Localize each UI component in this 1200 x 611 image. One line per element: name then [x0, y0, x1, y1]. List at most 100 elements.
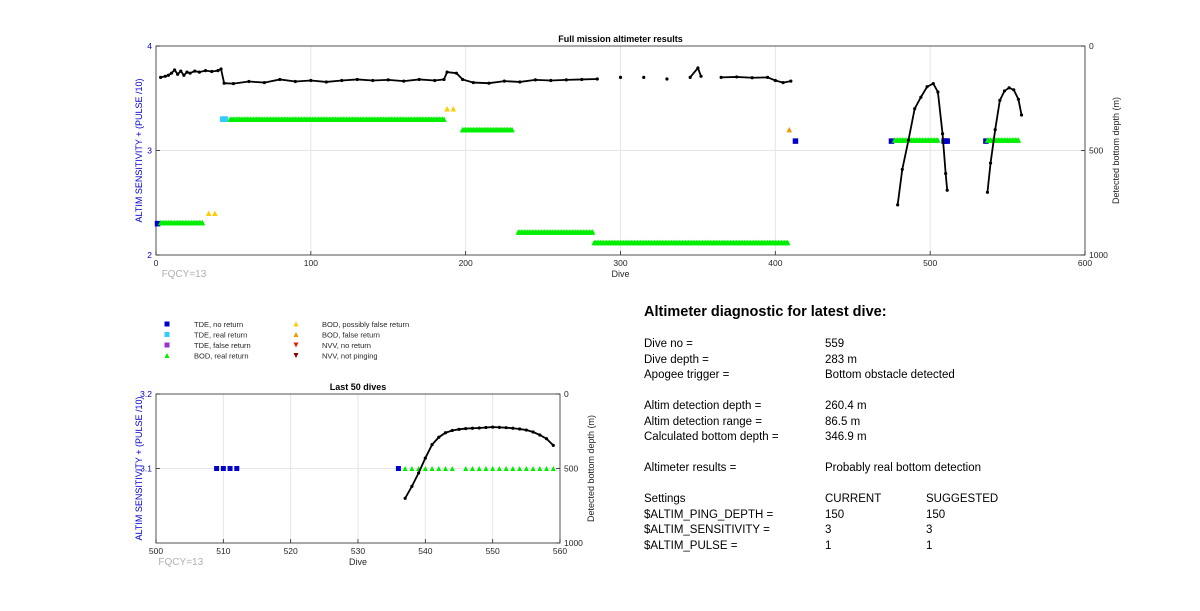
- data-point: [503, 466, 509, 471]
- depth-point: [262, 80, 266, 85]
- y-tick-label: 2: [147, 250, 152, 260]
- x-tick-label: 500: [149, 546, 163, 556]
- dive-depth-value: 283 m: [825, 353, 857, 366]
- depth-point: [219, 67, 223, 71]
- depth-point: [538, 433, 542, 437]
- setting-suggested: 3: [926, 524, 933, 536]
- depth-point: [477, 426, 481, 430]
- data-point: [409, 466, 415, 471]
- legend-label: BOD, false return: [322, 331, 380, 340]
- altim-depth-label: Altim detection depth =: [644, 400, 762, 412]
- depth-point: [460, 77, 465, 82]
- depth-point: [985, 190, 990, 194]
- depth-point: [222, 81, 226, 85]
- x-tick-label: 200: [459, 258, 473, 268]
- chart-title: Last 50 dives: [330, 382, 387, 392]
- chart-title: Full mission altimeter results: [558, 34, 683, 44]
- setting-current: 3: [825, 524, 832, 536]
- depth-point: [945, 188, 949, 192]
- data-point: [589, 229, 596, 235]
- depth-point: [193, 69, 197, 73]
- legend-marker: [164, 332, 170, 337]
- data-point: [443, 466, 449, 471]
- x-tick-label: 540: [418, 546, 432, 556]
- legend-marker: [293, 342, 299, 348]
- y2-tick-label: 0: [1089, 41, 1094, 51]
- legend-label: BOD, possibly false return: [322, 320, 409, 329]
- depth-point: [696, 66, 700, 70]
- y-axis-label: ALTIM SENSITIVITY + (PULSE /10): [134, 397, 144, 541]
- depth-point: [518, 427, 522, 431]
- depth-point: [765, 75, 770, 79]
- legend-label: NVV, no return: [322, 341, 371, 350]
- data-point: [935, 137, 941, 143]
- y-tick-label: 3.1: [140, 464, 152, 474]
- data-point: [450, 105, 457, 112]
- current-label: CURRENT: [825, 493, 882, 505]
- depth-point: [1019, 113, 1024, 117]
- y-tick-label: 4: [147, 41, 152, 51]
- legend-marker: [293, 321, 299, 327]
- depth-point: [735, 75, 739, 79]
- y-tick-label: 3.2: [140, 389, 152, 399]
- depth-point: [919, 95, 923, 99]
- depth-point: [618, 75, 623, 79]
- depth-point: [642, 75, 646, 79]
- frequency-note: FQCY=13: [162, 269, 207, 280]
- data-point: [510, 466, 516, 471]
- data-point: [220, 466, 226, 471]
- depth-point: [471, 80, 476, 85]
- depth-point: [900, 167, 904, 171]
- depth-point: [789, 79, 793, 83]
- legend-marker: [164, 353, 170, 358]
- data-point: [550, 466, 556, 471]
- y2-tick-label: 0: [564, 389, 569, 399]
- depth-point: [410, 484, 414, 488]
- y-tick-label: 3: [147, 146, 152, 156]
- depth-point: [531, 430, 535, 434]
- frequency-note: FQCY=13: [158, 557, 203, 568]
- depth-point: [544, 437, 549, 441]
- last-50-dives-chart: 500 510 520 530 540 550 560 3.1 3.2 0 500 1000 Last …: [134, 382, 596, 568]
- y-axis-label: ALTIM SENSITIVITY + (PULSE /10): [134, 79, 144, 223]
- depth-point: [551, 443, 555, 448]
- x-tick-label: 560: [553, 546, 567, 556]
- depth-point: [402, 79, 406, 83]
- setting-suggested: 150: [926, 508, 946, 521]
- depth-point: [309, 78, 313, 83]
- data-point: [792, 138, 799, 144]
- dive-no-label: Dive no =: [644, 338, 693, 350]
- data-point: [476, 466, 482, 471]
- depth-point: [166, 73, 170, 77]
- data-point: [509, 126, 515, 133]
- depth-point: [403, 496, 407, 500]
- data-point: [517, 466, 523, 471]
- calc-depth-label: Calculated bottom depth =: [644, 431, 779, 443]
- data-point: [219, 116, 226, 122]
- data-point: [523, 466, 529, 471]
- depth-point: [169, 71, 174, 75]
- calc-depth-row: Calculated bottom depth = 346.9 m: [644, 431, 1164, 447]
- depth-point: [163, 74, 167, 78]
- dive-depth-label: Dive depth =: [644, 353, 709, 366]
- setting-row: $ALTIM_SENSITIVITY = 3 3: [644, 524, 1164, 540]
- depth-point: [1012, 88, 1016, 92]
- data-point: [422, 466, 428, 471]
- setting-name: $ALTIM_PING_DEPTH =: [644, 508, 774, 521]
- depth-point: [549, 78, 553, 83]
- data-point: [444, 105, 450, 112]
- y2-tick-label: 1000: [564, 538, 583, 548]
- data-point: [429, 466, 435, 471]
- depth-point: [464, 426, 468, 431]
- depth-point: [1016, 97, 1021, 101]
- results-label: Altimeter results =: [644, 462, 737, 474]
- diagnostic-heading: Altimeter diagnostic for latest dive:: [644, 304, 887, 320]
- depth-point: [595, 77, 599, 81]
- altim-range-label: Altim detection range =: [644, 415, 762, 428]
- data-point: [227, 466, 233, 471]
- depth-point: [445, 70, 449, 74]
- depth-point: [423, 456, 427, 460]
- depth-point: [430, 443, 434, 447]
- results-value: Probably real bottom detection: [825, 462, 981, 474]
